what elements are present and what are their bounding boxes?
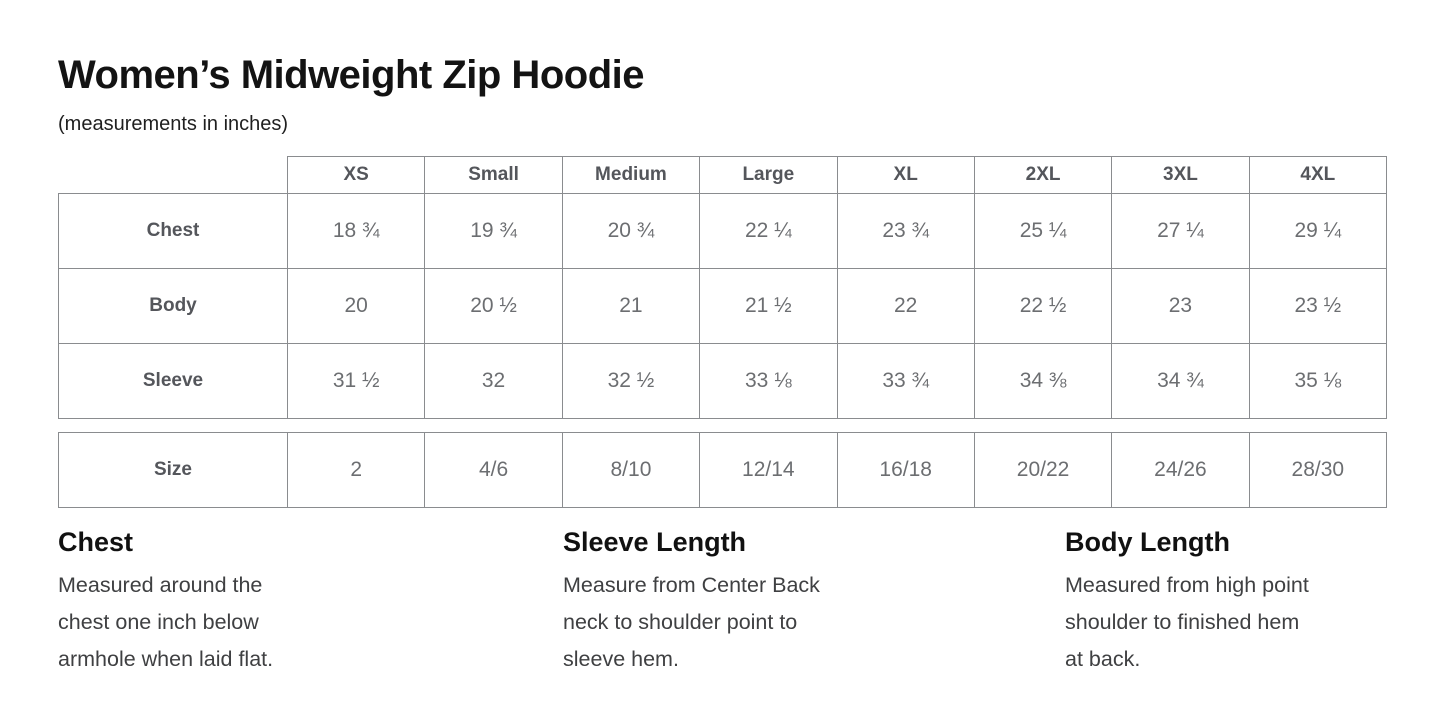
table-row-size: Size 2 4/6 8/10 12/14 16/18 20/22 24/26 … bbox=[58, 432, 1388, 508]
cell-sleeve-xs: 31 ½ bbox=[286, 343, 426, 419]
column-header-2xl: 2XL bbox=[973, 156, 1113, 194]
row-label-body: Body bbox=[58, 268, 288, 344]
definition-chest: Chest Measured around the chest one inch… bbox=[58, 526, 563, 678]
corner-cell bbox=[59, 157, 288, 194]
definition-sleeve-length: Sleeve Length Measure from Center Back n… bbox=[563, 526, 1065, 678]
cell-size-large: 12/14 bbox=[699, 432, 838, 508]
cell-size-small: 4/6 bbox=[424, 432, 563, 508]
cell-body-xs: 20 bbox=[286, 268, 426, 344]
column-header-3xl: 3XL bbox=[1111, 156, 1250, 194]
cell-chest-small: 19 ¾ bbox=[424, 193, 563, 269]
cell-sleeve-large: 33 ⅛ bbox=[699, 343, 838, 419]
size-conversion-table: Size 2 4/6 8/10 12/14 16/18 20/22 24/26 … bbox=[58, 432, 1388, 508]
cell-sleeve-small: 32 bbox=[424, 343, 563, 419]
column-header-xl: XL bbox=[836, 156, 975, 194]
definition-body-length-text: Measured from high point shoulder to fin… bbox=[1065, 573, 1309, 671]
table-row-sleeve: Sleeve 31 ½ 32 32 ½ 33 ⅛ 33 ¾ 34 ⅜ 34 ¾ … bbox=[58, 343, 1388, 419]
column-header-medium: Medium bbox=[561, 156, 701, 194]
page-title: Women’s Midweight Zip Hoodie bbox=[58, 53, 644, 97]
cell-chest-2xl: 25 ¼ bbox=[973, 193, 1113, 269]
cell-sleeve-3xl: 34 ¾ bbox=[1111, 343, 1250, 419]
cell-body-2xl: 22 ½ bbox=[973, 268, 1113, 344]
cell-chest-large: 22 ¼ bbox=[699, 193, 838, 269]
column-header-small: Small bbox=[424, 156, 563, 194]
measurements-table: XS Small Medium Large XL 2XL 3XL 4XL Che… bbox=[58, 156, 1388, 419]
page-subtitle: (measurements in inches) bbox=[58, 113, 289, 135]
cell-size-4xl: 28/30 bbox=[1248, 432, 1388, 508]
definition-body-length-heading: Body Length bbox=[1065, 527, 1230, 557]
cell-size-medium: 8/10 bbox=[561, 432, 701, 508]
cell-size-xl: 16/18 bbox=[836, 432, 975, 508]
row-label-chest: Chest bbox=[58, 193, 288, 269]
row-label-size: Size bbox=[58, 432, 288, 508]
row-label-sleeve: Sleeve bbox=[58, 343, 288, 419]
definition-chest-text: Measured around the chest one inch below… bbox=[58, 573, 274, 671]
definition-sleeve-length-text: Measure from Center Back neck to shoulde… bbox=[563, 573, 820, 671]
table-row-chest: Chest 18 ¾ 19 ¾ 20 ¾ 22 ¼ 23 ¾ 25 ¼ 27 ¼… bbox=[58, 193, 1388, 269]
cell-body-4xl: 23 ½ bbox=[1248, 268, 1388, 344]
cell-chest-xs: 18 ¾ bbox=[286, 193, 426, 269]
column-header-large: Large bbox=[699, 156, 838, 194]
cell-body-3xl: 23 bbox=[1111, 268, 1250, 344]
cell-sleeve-medium: 32 ½ bbox=[561, 343, 701, 419]
measurement-definitions: Chest Measured around the chest one inch… bbox=[58, 526, 1387, 678]
table-header-row: XS Small Medium Large XL 2XL 3XL 4XL bbox=[59, 156, 1388, 194]
cell-size-2xl: 20/22 bbox=[973, 432, 1113, 508]
column-header-4xl: 4XL bbox=[1248, 156, 1388, 194]
definition-chest-heading: Chest bbox=[58, 527, 134, 557]
cell-chest-3xl: 27 ¼ bbox=[1111, 193, 1250, 269]
column-header-xs: XS bbox=[286, 156, 426, 194]
cell-body-large: 21 ½ bbox=[699, 268, 838, 344]
size-guide-page: Women’s Midweight Zip Hoodie (measuremen… bbox=[0, 52, 1445, 678]
cell-body-xl: 22 bbox=[836, 268, 975, 344]
cell-sleeve-2xl: 34 ⅜ bbox=[973, 343, 1113, 419]
cell-chest-medium: 20 ¾ bbox=[561, 193, 701, 269]
cell-sleeve-4xl: 35 ⅛ bbox=[1248, 343, 1388, 419]
cell-chest-xl: 23 ¾ bbox=[836, 193, 975, 269]
cell-size-xs: 2 bbox=[286, 432, 426, 508]
cell-size-3xl: 24/26 bbox=[1111, 432, 1250, 508]
cell-sleeve-xl: 33 ¾ bbox=[836, 343, 975, 419]
definition-sleeve-length-heading: Sleeve Length bbox=[563, 527, 747, 557]
cell-body-small: 20 ½ bbox=[424, 268, 563, 344]
table-row-body: Body 20 20 ½ 21 21 ½ 22 22 ½ 23 23 ½ bbox=[58, 268, 1388, 344]
definition-body-length: Body Length Measured from high point sho… bbox=[1065, 526, 1387, 678]
cell-chest-4xl: 29 ¼ bbox=[1248, 193, 1388, 269]
cell-body-medium: 21 bbox=[561, 268, 701, 344]
